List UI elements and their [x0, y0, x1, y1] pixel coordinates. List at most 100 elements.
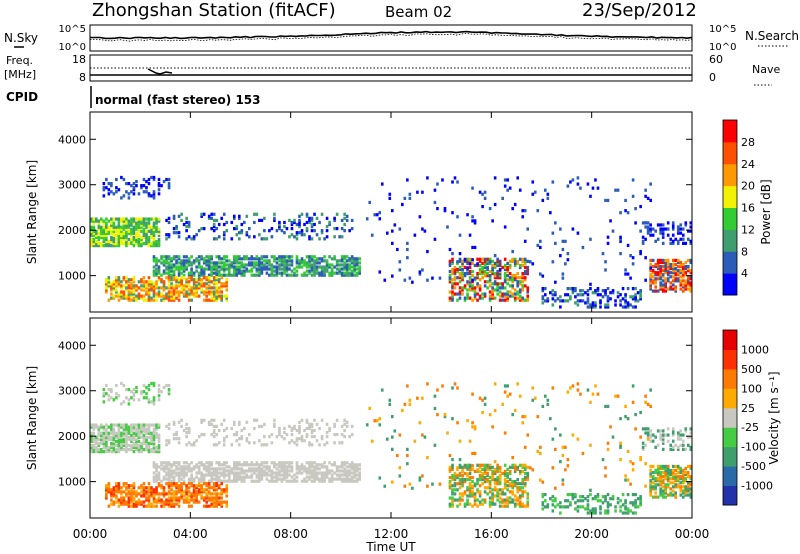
velocity-cell [679, 485, 683, 489]
velocity-cell [308, 424, 311, 429]
power-cell [338, 263, 341, 267]
power-cell [604, 198, 607, 203]
power-cell [172, 284, 176, 288]
velocity-cell [250, 475, 254, 479]
velocity-cell [676, 483, 680, 487]
power-cell [671, 287, 675, 291]
velocity-cell [661, 475, 665, 479]
power-cell [125, 288, 128, 292]
power-cell [305, 212, 309, 216]
velocity-cell [569, 386, 572, 390]
velocity-cell [554, 505, 557, 509]
velocity-cell [300, 418, 304, 422]
velocity-cell [125, 431, 128, 435]
power-cell [448, 296, 452, 300]
power-cell [125, 229, 128, 233]
velocity-cell [493, 469, 497, 474]
velocity-cell [212, 424, 216, 429]
velocity-cell [649, 475, 652, 479]
velocity-cell [157, 445, 161, 450]
power-cell [122, 231, 126, 235]
power-cell [152, 229, 156, 233]
velocity-cell [689, 489, 693, 493]
power-cell [664, 279, 668, 283]
y-tick-label: 2000 [58, 430, 86, 443]
velocity-cell [217, 461, 221, 465]
velocity-cell [516, 502, 520, 506]
velocity-cell [152, 396, 156, 400]
power-cell [115, 190, 118, 194]
velocity-cell [157, 450, 161, 454]
velocity-cell [137, 502, 141, 506]
velocity-cell [323, 443, 326, 447]
power-cell [564, 299, 567, 303]
power-cell [488, 280, 492, 284]
power-cell [115, 186, 118, 190]
power-cell [478, 269, 482, 274]
velocity-cell [486, 478, 489, 482]
velocity-cell [187, 494, 191, 498]
velocity-cell [681, 447, 685, 451]
power-cell [591, 305, 595, 309]
power-cell [506, 296, 509, 300]
power-cell [654, 271, 657, 275]
power-cell [200, 290, 203, 294]
velocity-cell [290, 467, 294, 471]
power-cell [466, 282, 469, 286]
power-cell [566, 258, 570, 262]
power-cell [152, 233, 156, 238]
power-cell [110, 217, 113, 221]
power-cell [298, 214, 301, 218]
velocity-cell [689, 431, 693, 435]
power-cell [137, 292, 141, 296]
power-cell [127, 225, 131, 229]
velocity-cell [619, 445, 622, 449]
velocity-cell [145, 423, 148, 427]
power-cell [353, 259, 356, 263]
power-cell [100, 219, 103, 223]
velocity-cell [626, 493, 630, 497]
power-cell [240, 271, 244, 275]
power-cell [403, 278, 407, 282]
power-cell [564, 293, 567, 297]
power-cell [147, 282, 151, 286]
power-cell [157, 239, 161, 244]
power-cell [631, 178, 635, 182]
power-cell [160, 273, 163, 277]
power-cell [373, 213, 377, 217]
velocity-cell [315, 471, 319, 475]
velocity-cell [669, 481, 673, 485]
power-cell [177, 265, 181, 269]
velocity-cell [150, 381, 153, 386]
velocity-cell [152, 443, 156, 448]
power-cell [468, 257, 472, 261]
power-cell [102, 188, 106, 192]
power-cell [503, 280, 507, 284]
power-cell [601, 289, 605, 293]
power-cell [626, 301, 630, 305]
power-cell [137, 296, 141, 300]
power-cell [263, 259, 266, 263]
velocity-cell [92, 445, 96, 450]
velocity-cell [170, 473, 173, 477]
power-cell [496, 269, 499, 274]
power-cell [569, 287, 572, 291]
velocity-cell [120, 448, 123, 452]
velocity-cell [305, 461, 309, 465]
power-cell [493, 254, 497, 258]
power-cell [466, 268, 469, 272]
velocity-cell [205, 482, 208, 486]
power-cell [215, 265, 219, 269]
power-cell [526, 286, 530, 290]
power-cell [391, 209, 394, 213]
power-cell [202, 271, 206, 275]
velocity-cell [471, 504, 474, 508]
power-cell [506, 261, 509, 265]
power-cell [125, 239, 128, 244]
power-cell [112, 280, 116, 284]
velocity-cell [320, 463, 324, 467]
power-cell [511, 292, 514, 296]
power-cell [177, 257, 181, 261]
velocity-cell [353, 463, 356, 467]
velocity-cell [127, 484, 131, 488]
